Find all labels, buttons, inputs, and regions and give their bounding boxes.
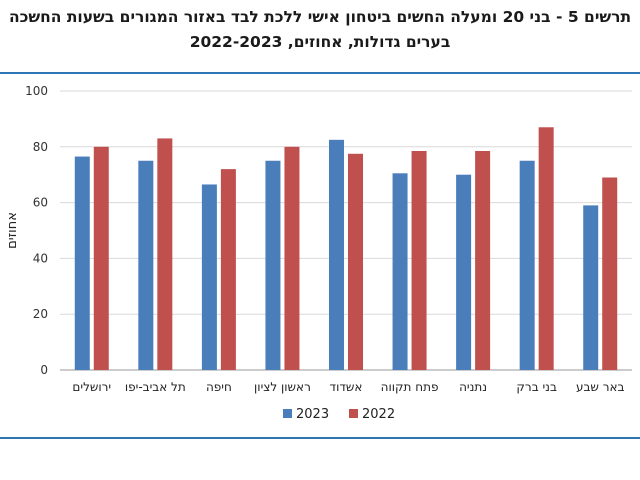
y-tick-label: 40 [33, 251, 48, 265]
bar-2023-8 [583, 205, 598, 370]
bar-2022-1 [157, 138, 172, 370]
legend-swatch-2023 [283, 409, 292, 418]
chart-title-line-2: בערים גדולות, אחוזים, 2022-2023 [0, 33, 640, 51]
x-tick-label: אשדוד [330, 380, 363, 394]
bar-2022-0 [94, 147, 109, 370]
legend-label-2023: 2023 [296, 407, 329, 422]
bar-2022-3 [284, 147, 299, 370]
x-tick-label: נתניה [459, 380, 487, 394]
bar-2023-7 [520, 161, 535, 370]
x-tick-label: ראשון לציון [254, 380, 311, 394]
bar-2022-7 [539, 127, 554, 370]
y-tick-label: 100 [25, 84, 48, 98]
y-tick-label: 60 [33, 196, 48, 210]
bar-2023-1 [138, 161, 153, 370]
bar-2023-3 [265, 161, 280, 370]
bar-2022-5 [412, 151, 427, 370]
x-tick-label: באר שבע [576, 380, 625, 394]
bar-2023-4 [329, 140, 344, 370]
bar-chart: 0 20 40 60 80 100 אחוזים ירושלים תל אביב-יפו חיפה… [0, 74, 640, 434]
y-tick-label: 80 [33, 140, 48, 154]
bottom-divider [0, 437, 640, 439]
legend-label-2022: 2022 [362, 407, 395, 422]
bar-2023-2 [202, 184, 217, 370]
y-tick-label: 20 [33, 307, 48, 321]
legend-swatch-2022 [349, 409, 358, 418]
y-axis-label: אחוזים [5, 212, 20, 249]
bar-2023-6 [456, 175, 471, 370]
bar-2023-5 [393, 173, 408, 370]
x-tick-label: פתח תקווה [381, 380, 439, 394]
chart-title-line-1: תרשים 5 - בני 20 ומעלה החשים ביטחון אישי… [0, 8, 640, 26]
bar-2022-6 [475, 151, 490, 370]
y-tick-label: 0 [40, 363, 48, 377]
bar-2022-8 [602, 177, 617, 370]
bar-2023-0 [75, 157, 90, 370]
x-tick-label: חיפה [206, 380, 232, 394]
bar-2022-2 [221, 169, 236, 370]
bar-2022-4 [348, 154, 363, 370]
x-tick-label: תל אביב-יפו [125, 380, 186, 394]
x-tick-label: ירושלים [72, 380, 111, 394]
x-tick-label: בני ברק [516, 380, 557, 394]
